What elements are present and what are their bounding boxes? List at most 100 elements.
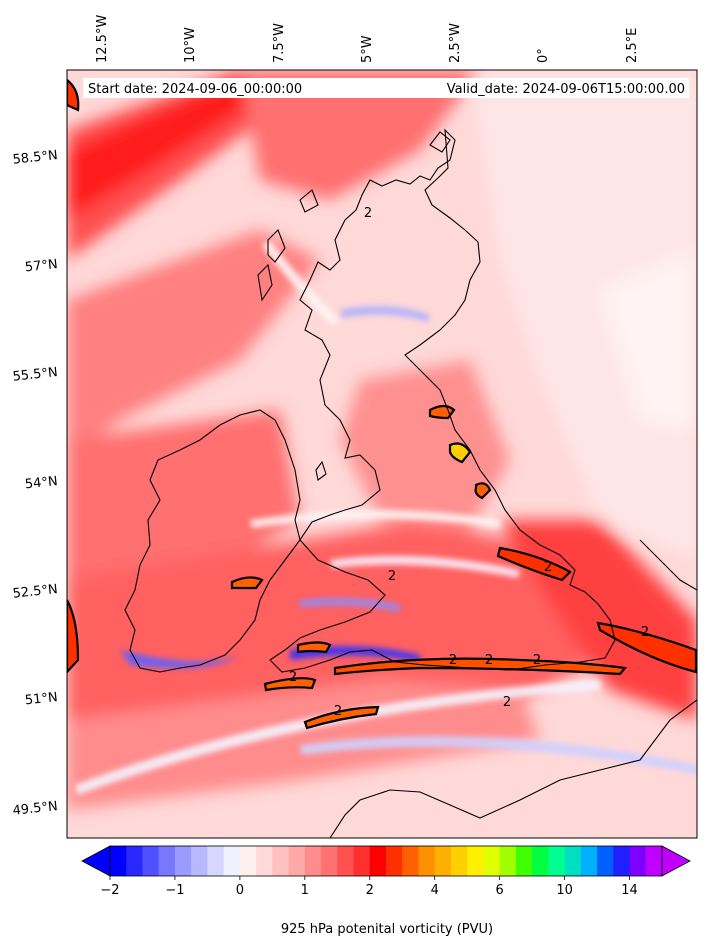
colorbar: −2 −1 0 1 2 4 6 10 14 bbox=[81, 845, 691, 898]
colorbar-segment bbox=[434, 846, 452, 876]
lon-tick-label: 12.5°W bbox=[95, 15, 110, 63]
pv-max-east-anglia bbox=[496, 546, 572, 582]
contour-label: 2 bbox=[533, 653, 541, 668]
contour-labels: 2 2 2 2 2 2 2 2 2 2 bbox=[289, 206, 649, 719]
colorbar-segment bbox=[418, 846, 436, 876]
colorbar-segment bbox=[597, 846, 614, 876]
colorbar-segment bbox=[272, 846, 290, 876]
colorbar-segment bbox=[256, 846, 273, 876]
pv-max-north-3 bbox=[474, 482, 492, 500]
pv-max-channel bbox=[303, 705, 380, 730]
pv-negative-streak-3 bbox=[300, 598, 400, 612]
pv-max-wales bbox=[263, 677, 317, 692]
lon-tick-label: 10°W bbox=[183, 27, 198, 63]
coastline-orkney bbox=[429, 131, 451, 153]
colorbar-extend-low bbox=[81, 845, 111, 877]
colorbar-tick-label: −1 bbox=[165, 883, 184, 898]
pv-white-streak-4 bbox=[262, 240, 340, 326]
lat-tick-label: 51°N bbox=[24, 690, 58, 708]
coastline-great-britain bbox=[269, 128, 616, 673]
colorbar-segment bbox=[402, 846, 419, 876]
colorbar-segment bbox=[110, 846, 127, 876]
colorbar-segment bbox=[483, 846, 501, 876]
pv-field-band-west bbox=[67, 230, 320, 460]
colorbar-segment bbox=[174, 846, 192, 876]
colorbar-segment bbox=[564, 846, 582, 876]
pv-negative-streak-4 bbox=[340, 306, 430, 322]
pv-field-pale-east bbox=[470, 70, 697, 560]
colorbar-segment bbox=[369, 846, 387, 876]
lat-tick-label: 52.5°N bbox=[12, 582, 58, 602]
colorbar-segment bbox=[239, 846, 257, 876]
lat-tick-label: 55.5°N bbox=[12, 365, 58, 385]
coastline-ireland bbox=[124, 409, 301, 673]
colorbar-segment bbox=[304, 846, 322, 876]
pv-field-band-north bbox=[240, 70, 480, 200]
lat-tick-label: 49.5°N bbox=[12, 799, 58, 819]
map-panel bbox=[67, 70, 697, 838]
colorbar-extend-high bbox=[661, 845, 691, 877]
coastline-hebrides bbox=[257, 189, 319, 302]
colorbar-segment bbox=[142, 846, 160, 876]
colorbar-segment bbox=[629, 846, 647, 876]
coastline-france bbox=[329, 699, 697, 838]
pv-max-nw-corner bbox=[67, 78, 80, 112]
colorbar-tick-label: 14 bbox=[621, 883, 638, 898]
lon-tick-label: 7.5°W bbox=[272, 23, 287, 63]
contour-label: 2 bbox=[388, 569, 396, 584]
lat-tick-labels: 58.5°N 57°N 55.5°N 54°N 52.5°N 51°N 49.5°N bbox=[12, 148, 58, 819]
pv-white-streak-1 bbox=[75, 680, 600, 795]
colorbar-tick-label: 4 bbox=[431, 883, 439, 898]
coastline-netherlands bbox=[639, 539, 697, 591]
pv-field-band-nw-core bbox=[67, 80, 290, 220]
colorbar-segment bbox=[158, 846, 176, 876]
pv-white-streak-2 bbox=[250, 510, 500, 528]
colorbar-segment bbox=[532, 846, 549, 876]
map-frame bbox=[66, 69, 698, 839]
pv-max-north-2 bbox=[448, 442, 472, 464]
colorbar-segment bbox=[126, 846, 143, 876]
pv-negative-streak-1 bbox=[120, 650, 240, 669]
lat-tick-label: 54°N bbox=[24, 474, 58, 492]
colorbar-title: 925 hPa potenital vorticity (PVU) bbox=[281, 922, 493, 937]
pv-white-streak-3 bbox=[330, 555, 520, 578]
colorbar-segment bbox=[450, 846, 468, 876]
colorbar-segment bbox=[613, 846, 631, 876]
contour-label: 2 bbox=[449, 653, 457, 668]
pv-sw-blue-band bbox=[300, 736, 697, 775]
pv-field-palest-east bbox=[600, 250, 697, 430]
coastline-isle-of-man bbox=[315, 460, 327, 481]
contour-label: 2 bbox=[364, 206, 372, 221]
colorbar-segment bbox=[515, 846, 533, 876]
colorbar-segment bbox=[386, 846, 403, 876]
pv-field-north-england bbox=[340, 360, 510, 530]
colorbar-segment bbox=[191, 846, 208, 876]
colorbar-segment bbox=[223, 846, 241, 876]
contour-label: 2 bbox=[503, 695, 511, 710]
contour-label: 2 bbox=[334, 704, 342, 719]
colorbar-segment bbox=[353, 846, 371, 876]
lon-tick-label: 2.5°E bbox=[625, 28, 640, 63]
pv-field-detail bbox=[75, 240, 697, 795]
lon-tick-label: 0° bbox=[536, 48, 551, 63]
lon-tick-label: 2.5°W bbox=[448, 23, 463, 63]
contour-label: 2 bbox=[544, 560, 552, 575]
colorbar-segment bbox=[321, 846, 338, 876]
pv-max-irl-south bbox=[296, 641, 332, 654]
colorbar-segment bbox=[337, 846, 355, 876]
pv-max-irish-sea bbox=[230, 576, 264, 590]
annotation-box bbox=[83, 78, 689, 98]
pv-max-thames bbox=[596, 621, 697, 674]
pv-max-irl-west bbox=[67, 599, 80, 674]
colorbar-segment bbox=[288, 846, 306, 876]
colorbar-segment bbox=[207, 846, 225, 876]
lat-tick-label: 58.5°N bbox=[12, 148, 58, 168]
colorbar-tick-label: −2 bbox=[100, 883, 119, 898]
contour-label: 2 bbox=[641, 625, 649, 640]
colorbar-tick-label: 6 bbox=[496, 883, 504, 898]
contour-label: 2 bbox=[485, 653, 493, 668]
colorbar-segment bbox=[645, 846, 663, 876]
colorbar-tick-label: 1 bbox=[301, 883, 309, 898]
pv-field-band-irl bbox=[67, 410, 300, 610]
